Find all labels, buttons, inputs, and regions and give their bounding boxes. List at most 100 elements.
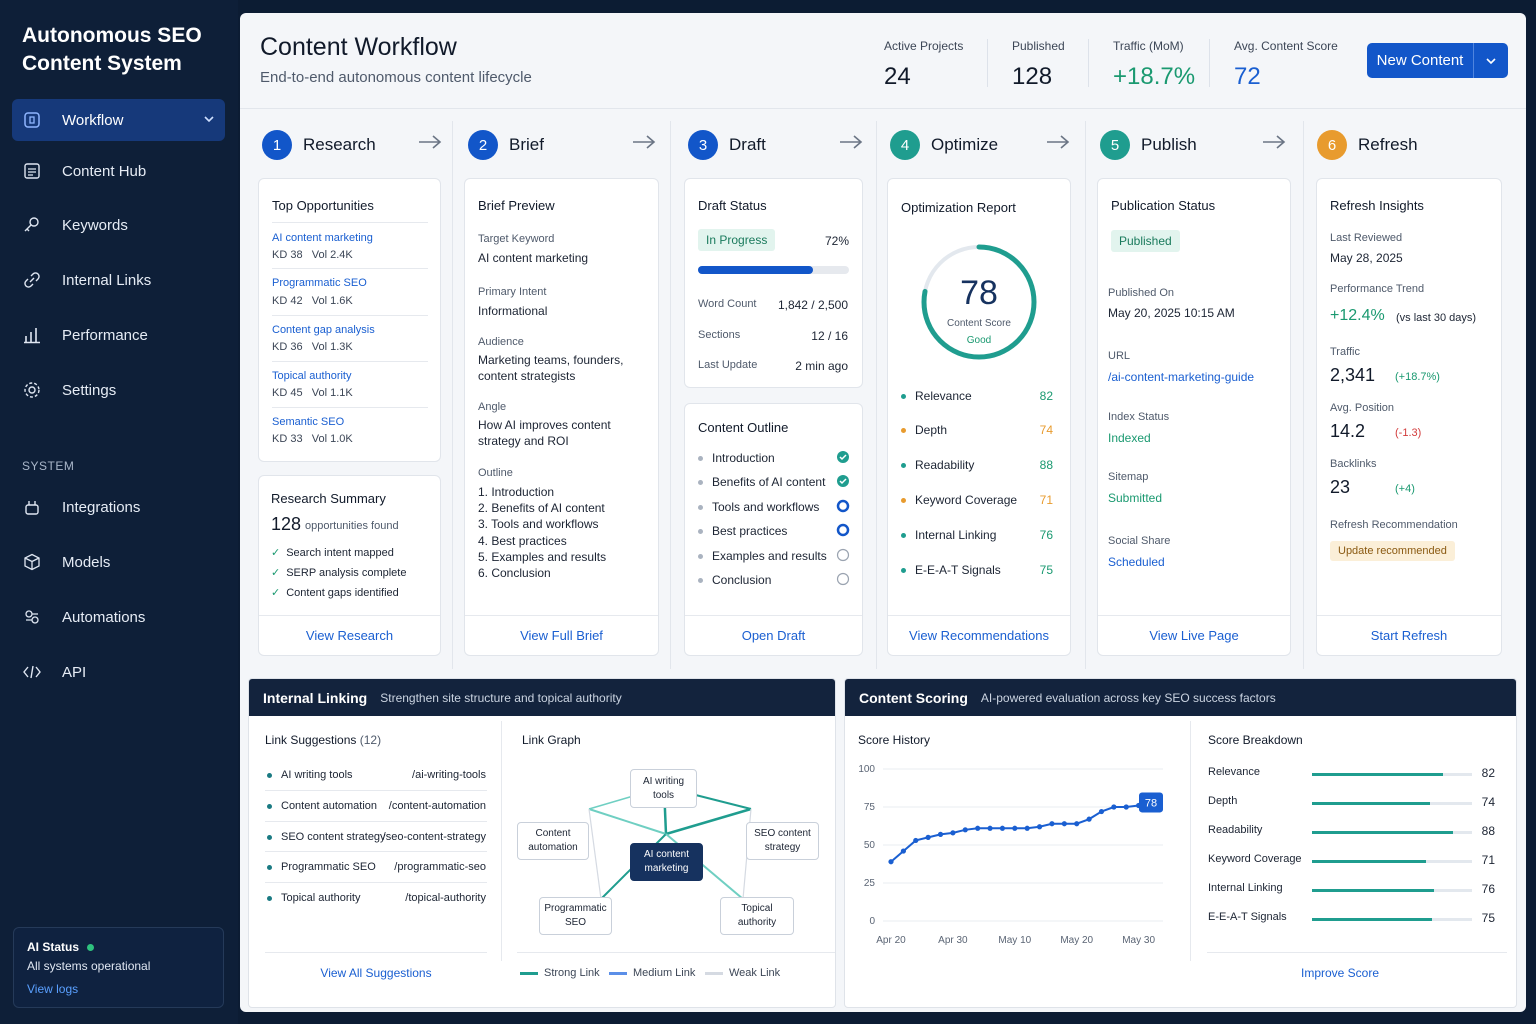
column-divider (670, 121, 671, 669)
outline-text: Introduction (712, 451, 775, 465)
legend-label: Weak Link (729, 967, 781, 979)
score-point (1012, 825, 1018, 831)
link-suggestion-row[interactable]: Content automation (267, 800, 377, 812)
outline-item: Introduction (698, 451, 775, 465)
new-content-label: New Content (1376, 52, 1464, 69)
stage-name: Research (303, 135, 376, 154)
graph-node-topical-authority[interactable]: Topical authority (720, 897, 794, 935)
y-tick-label: 100 (858, 764, 875, 775)
avg-position-label: Avg. Position (1330, 402, 1395, 414)
opportunity-name[interactable]: Topical authority (272, 370, 352, 382)
outline-text: Benefits of AI content (712, 475, 826, 489)
publication-status-card: Publication Status Published Published O… (1097, 178, 1291, 656)
content-outline-card: Content Outline Introduction Benefits of… (684, 403, 863, 656)
nav-internal-links[interactable]: Internal Links (12, 259, 225, 301)
divider (265, 790, 487, 791)
link-suggestion-row[interactable]: Topical authority (267, 892, 361, 904)
stage-publish[interactable]: 5 Publish (1100, 127, 1197, 163)
nav-workflow[interactable]: Workflow (12, 99, 225, 141)
improve-score-link[interactable]: Improve Score (1300, 966, 1380, 980)
score-point (1036, 824, 1043, 830)
bullet-icon (698, 504, 703, 510)
nav-keywords[interactable]: Keywords (12, 204, 225, 246)
view-all-suggestions-link[interactable]: View All Suggestions (320, 966, 432, 980)
divider (265, 952, 487, 953)
in-progress-circle-icon (836, 523, 850, 537)
stat-active-projects: Active Projects 24 (884, 39, 963, 91)
stage-brief[interactable]: 2 Brief (468, 127, 544, 163)
view-recommendations-link[interactable]: View Recommendations (909, 628, 1049, 643)
metric-name: Relevance (915, 389, 972, 403)
view-logs-link[interactable]: View logs (27, 982, 79, 996)
stage-research[interactable]: 1 Research (262, 127, 376, 163)
x-tick-label: May 20 (1060, 935, 1093, 946)
last-reviewed-label: Last Reviewed (1330, 232, 1403, 244)
angle-value: How AI improves content (478, 418, 611, 432)
opportunity-name[interactable]: Content gap analysis (272, 324, 375, 336)
link-suggestion-row[interactable]: SEO content strategy (267, 831, 386, 843)
nav-automations[interactable]: Automations (12, 596, 225, 638)
url-link[interactable]: /ai-content-marketing-guide (1108, 370, 1255, 384)
brief-preview-card: Brief Preview Target Keyword AI content … (464, 178, 659, 656)
code-icon (22, 662, 42, 682)
opportunity-meta: KD 45 Vol 1.1K (272, 387, 353, 399)
link-suggestion-row[interactable]: AI writing tools (267, 769, 353, 781)
kd-value: KD 33 (272, 433, 303, 445)
graph-node-ai-writing-tools[interactable]: AI writing tools (630, 769, 697, 808)
score-point (1111, 804, 1117, 810)
graph-node-content-automation[interactable]: Content automation (517, 822, 589, 860)
suggestion-name: Topical authority (281, 892, 361, 904)
opportunity-count-label: opportunities found (305, 520, 399, 532)
graph-node-programmatic-seo[interactable]: Programmatic SEO (539, 897, 612, 935)
link-icon (22, 270, 42, 290)
metric-value: 76 (1039, 528, 1053, 542)
legend-line (520, 971, 538, 975)
empty-circle-icon (836, 548, 850, 562)
stage-optimize[interactable]: 4 Optimize (890, 127, 998, 163)
vol-value: Vol 1.1K (311, 387, 353, 399)
legend-weak: Weak Link (705, 967, 780, 979)
metric-row: Keyword Coverage (901, 493, 1017, 507)
nav-models[interactable]: Models (12, 541, 225, 583)
avg-position-value: 14.2 (1330, 421, 1366, 441)
graph-node-ai-content-marketing[interactable]: AI content marketing (630, 843, 703, 881)
nav-performance[interactable]: Performance (12, 314, 225, 356)
legend-label: Medium Link (633, 967, 696, 979)
new-content-button[interactable]: New Content (1367, 43, 1508, 78)
breakdown-value: 71 (1481, 853, 1495, 867)
kd-value: KD 38 (272, 249, 303, 261)
nav-label: Models (62, 553, 111, 571)
opportunity-name[interactable]: Programmatic SEO (272, 277, 367, 289)
divider (685, 615, 862, 616)
nav-integrations[interactable]: Integrations (12, 486, 225, 528)
graph-node-seo-content-strategy[interactable]: SEO content strategy (746, 822, 819, 860)
stage-refresh[interactable]: 6 Refresh (1317, 127, 1418, 163)
metric-row: E-E-A-T Signals (901, 563, 1001, 577)
sidebar: Autonomous SEO Content System Workflow C… (0, 0, 238, 1024)
workflow-icon (22, 110, 42, 130)
view-live-page-link[interactable]: View Live Page (1149, 628, 1239, 643)
view-research-link[interactable]: View Research (305, 628, 394, 643)
nav-settings[interactable]: Settings (12, 369, 225, 411)
chevron-down-icon[interactable] (1473, 43, 1508, 78)
nav-label: Internal Links (62, 271, 152, 289)
start-refresh-link[interactable]: Start Refresh (1370, 628, 1448, 643)
nav-label: Performance (62, 326, 148, 344)
breakdown-bar (1312, 918, 1472, 921)
opportunity-name[interactable]: AI content marketing (272, 232, 373, 244)
nav-api[interactable]: API (12, 651, 225, 693)
bullet-icon (901, 532, 906, 538)
breakdown-value: 82 (1481, 766, 1495, 780)
nav-content-hub[interactable]: Content Hub (12, 150, 225, 192)
score-point (900, 848, 906, 854)
score-point (975, 825, 981, 831)
stage-draft[interactable]: 3 Draft (688, 127, 766, 163)
divider (272, 222, 428, 223)
research-summary-card: Research Summary 128 opportunities found… (258, 475, 441, 656)
opportunity-name[interactable]: Semantic SEO (272, 416, 345, 428)
breakdown-bar-fill (1312, 918, 1432, 921)
url-label: URL (1108, 350, 1131, 362)
link-suggestion-row[interactable]: Programmatic SEO (267, 861, 376, 873)
open-draft-link[interactable]: Open Draft (741, 628, 806, 643)
view-full-brief-link[interactable]: View Full Brief (520, 628, 603, 643)
